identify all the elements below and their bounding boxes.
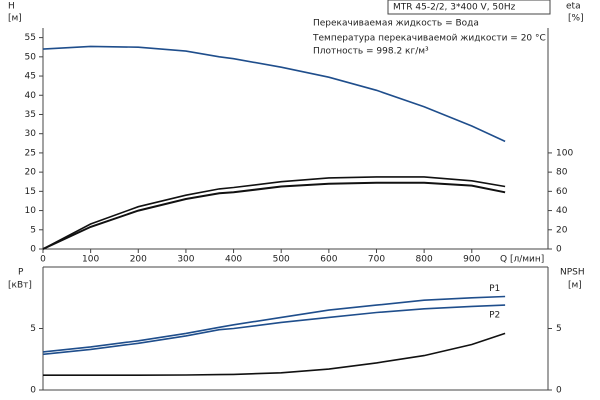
series-line	[43, 332, 506, 376]
y-axis-unit: [м]	[8, 14, 22, 24]
y2-axis-unit: [%]	[568, 14, 584, 24]
y2-tick-label: 0	[556, 386, 562, 396]
y2-axis-label: NPSH	[560, 268, 585, 278]
x-tick-label: 500	[273, 255, 290, 265]
y-tick-label: 30	[25, 129, 37, 139]
y2-tick-label: 80	[556, 168, 568, 178]
series-label: P2	[489, 311, 500, 321]
annotation: Температура перекачиваемой жидкости = 20…	[312, 34, 546, 44]
series-line	[42, 45, 506, 143]
y2-tick-label: 5	[556, 324, 562, 334]
y-tick-label: 20	[25, 168, 37, 178]
y2-tick-label: 0	[556, 245, 562, 255]
series-line	[42, 181, 506, 250]
y2-tick-label: 60	[556, 187, 568, 197]
y-tick-label: 0	[30, 245, 36, 255]
y-axis-unit: [кВт]	[8, 281, 32, 291]
x-tick-label: 100	[82, 255, 99, 265]
y-axis-label: P	[18, 268, 24, 278]
y-tick-label: 55	[25, 33, 36, 43]
y2-tick-label: 100	[556, 148, 573, 158]
y2-axis-label: eta	[566, 2, 581, 12]
y-tick-label: 40	[25, 91, 37, 101]
y-tick-label: 10	[25, 206, 37, 216]
annotation: Плотность = 998.2 кг/м³	[313, 47, 429, 57]
y-tick-label: 0	[30, 386, 36, 396]
series-line	[42, 304, 506, 356]
y-axis-label: H	[8, 2, 15, 12]
x-tick-label: 200	[130, 255, 147, 265]
annotation: Перекачиваемая жидкость = Вода	[313, 19, 479, 29]
x-tick-label: 900	[463, 255, 480, 265]
y-tick-label: 15	[25, 187, 36, 197]
x-tick-label: 600	[320, 255, 337, 265]
x-tick-label: 800	[416, 255, 433, 265]
y2-tick-label: 20	[556, 225, 568, 235]
x-tick-label: 0	[40, 255, 46, 265]
y2-tick-label: 40	[556, 206, 568, 216]
header: MTR 45-2/2, 3*400 V, 50Hz	[393, 3, 516, 13]
y-tick-label: 35	[25, 110, 36, 120]
x-tick-label: 400	[225, 255, 242, 265]
y-tick-label: 45	[25, 72, 36, 82]
header-box	[387, 0, 551, 15]
y-tick-label: 50	[25, 52, 37, 62]
y-tick-label: 5	[30, 225, 36, 235]
y-tick-label: 25	[25, 148, 36, 158]
y-tick-label: 5	[30, 324, 36, 334]
series-line	[42, 295, 506, 353]
x-axis-label: Q [л/мин]	[500, 255, 544, 265]
x-tick-label: 700	[368, 255, 385, 265]
series-label: P1	[489, 284, 500, 294]
x-tick-label: 300	[177, 255, 194, 265]
y2-axis-unit: [м]	[568, 281, 582, 291]
series-line	[42, 176, 506, 250]
